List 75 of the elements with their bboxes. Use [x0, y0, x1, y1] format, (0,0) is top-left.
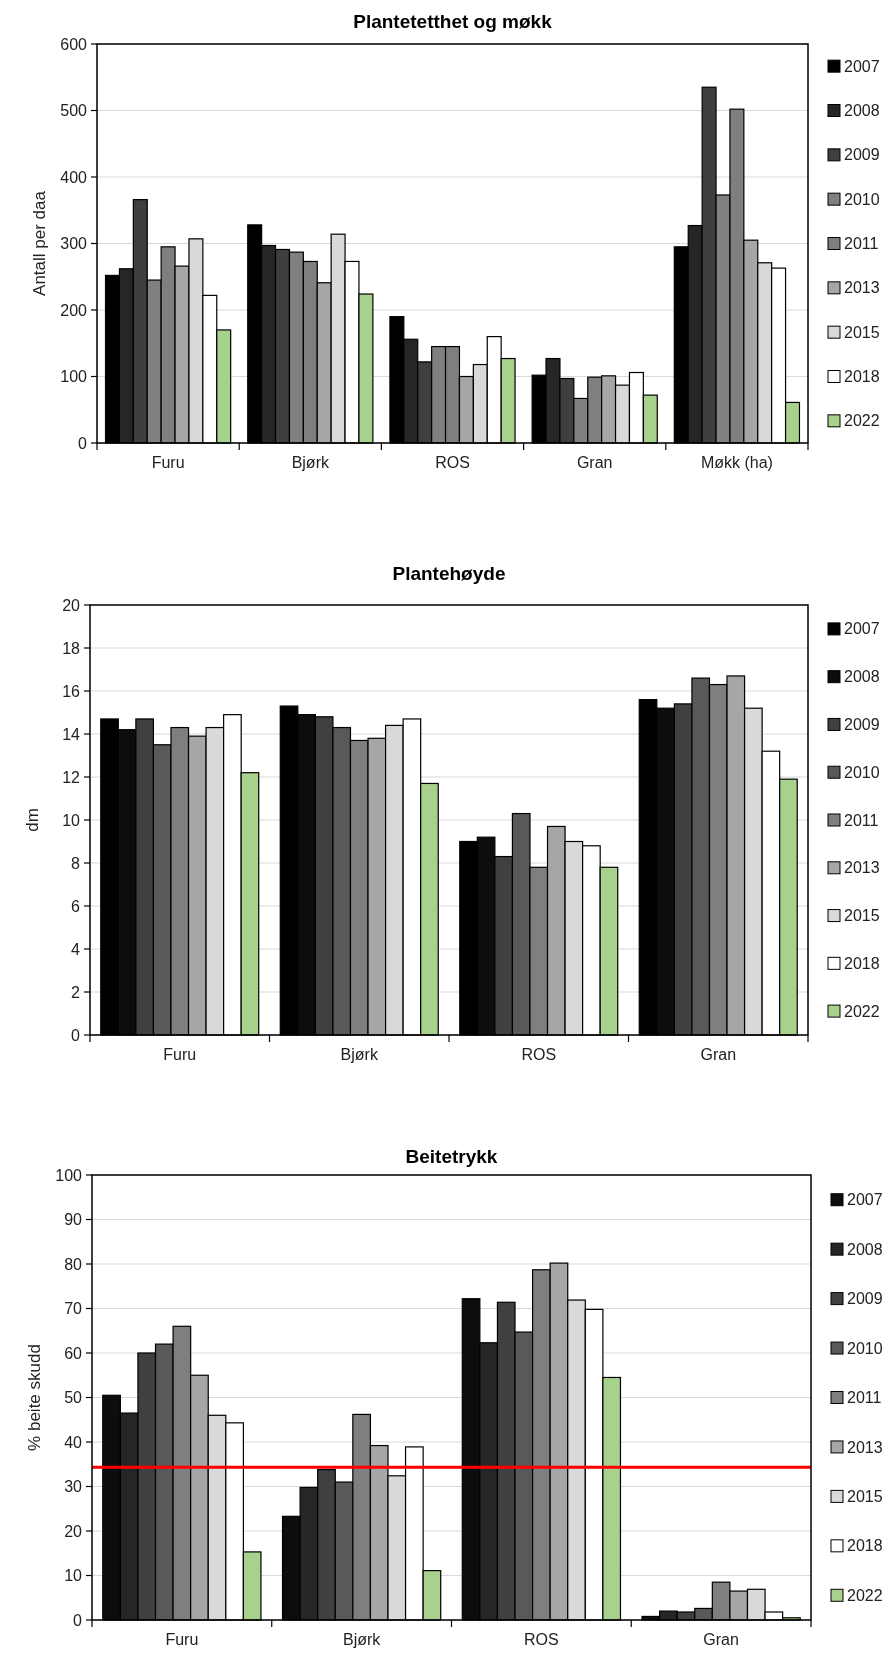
- chart-title: Beitetrykk: [405, 1146, 498, 1167]
- y-tick-label: 70: [64, 1300, 83, 1318]
- legend-label: 2018: [844, 368, 880, 386]
- legend-label: 2009: [844, 146, 880, 164]
- legend-label: 2015: [844, 907, 880, 925]
- legend-label: 2022: [847, 1586, 883, 1604]
- x-tick-label: Gran: [703, 1631, 739, 1648]
- y-tick-label: 6: [71, 897, 81, 915]
- legend-label: 2008: [844, 102, 880, 120]
- chart-title: Plantetetthet og møkk: [353, 11, 553, 32]
- legend-label: 2007: [847, 1191, 883, 1209]
- y-tick-label: 500: [60, 102, 88, 120]
- y-tick-label: 40: [64, 1433, 83, 1451]
- legend-label: 2011: [844, 235, 879, 253]
- y-tick-label: 90: [64, 1211, 83, 1229]
- y-tick-label: 20: [62, 596, 81, 614]
- y-tick-label: 0: [71, 1026, 81, 1044]
- y-tick-label: 10: [64, 1567, 83, 1585]
- legend-label: 2010: [844, 190, 880, 208]
- y-tick-label: 12: [62, 768, 81, 786]
- legend-label: 2018: [847, 1537, 883, 1555]
- legend-label: 2010: [847, 1339, 883, 1357]
- y-tick-label: 0: [78, 434, 88, 452]
- x-tick-label: Bjørk: [291, 454, 330, 471]
- x-tick-label: ROS: [435, 454, 470, 471]
- y-axis-title: dm: [23, 808, 42, 832]
- y-tick-label: 300: [60, 235, 88, 253]
- legend-label: 2009: [844, 716, 880, 734]
- x-tick-label: Gran: [576, 454, 613, 471]
- y-tick-label: 80: [64, 1255, 83, 1273]
- legend-label: 2022: [844, 1002, 880, 1020]
- legend-label: 2008: [844, 668, 880, 686]
- legend-label: 2013: [844, 279, 880, 297]
- y-tick-label: 50: [64, 1389, 83, 1407]
- y-tick-label: 8: [71, 854, 81, 872]
- legend-label: 2007: [844, 620, 880, 638]
- legend-label: 2008: [847, 1240, 883, 1258]
- y-tick-label: 14: [62, 725, 81, 743]
- legend-label: 2007: [844, 57, 880, 75]
- y-tick-label: 18: [62, 639, 81, 657]
- x-tick-label: Furu: [151, 454, 185, 471]
- y-tick-label: 4: [71, 940, 81, 958]
- y-tick-label: 100: [60, 368, 88, 386]
- x-tick-label: Møkk (ha): [700, 454, 773, 471]
- y-tick-label: 0: [73, 1611, 83, 1629]
- y-tick-label: 200: [60, 301, 88, 319]
- x-tick-label: ROS: [524, 1631, 559, 1648]
- y-tick-label: 60: [64, 1344, 83, 1362]
- y-tick-label: 600: [60, 35, 88, 53]
- y-tick-label: 10: [62, 811, 81, 829]
- legend-label: 2011: [847, 1389, 882, 1407]
- legend-label: 2011: [844, 811, 879, 829]
- y-tick-label: 100: [55, 1166, 83, 1184]
- x-tick-label: Furu: [165, 1631, 199, 1648]
- x-tick-label: Bjørk: [342, 1631, 382, 1648]
- legend-label: 2010: [844, 763, 880, 781]
- x-tick-label: ROS: [521, 1046, 557, 1063]
- y-tick-label: 2: [71, 983, 81, 1001]
- legend-label: 2013: [844, 859, 880, 877]
- y-tick-label: 30: [64, 1478, 83, 1496]
- y-tick-label: 16: [62, 682, 81, 700]
- x-tick-label: Furu: [163, 1046, 197, 1063]
- chart-title: Plantehøyde: [392, 563, 506, 584]
- y-tick-label: 400: [60, 168, 88, 186]
- legend-label: 2015: [844, 323, 880, 341]
- legend-label: 2022: [844, 412, 880, 430]
- legend-label: 2013: [847, 1438, 883, 1456]
- legend-label: 2015: [847, 1487, 883, 1505]
- x-tick-label: Bjørk: [340, 1046, 379, 1063]
- y-axis-title: % beite skudd: [25, 1344, 44, 1451]
- y-tick-label: 20: [64, 1522, 83, 1540]
- legend-label: 2009: [847, 1290, 883, 1308]
- legend-label: 2018: [844, 954, 880, 972]
- x-tick-label: Gran: [700, 1046, 737, 1063]
- y-axis-title: Antall per daa: [30, 190, 49, 296]
